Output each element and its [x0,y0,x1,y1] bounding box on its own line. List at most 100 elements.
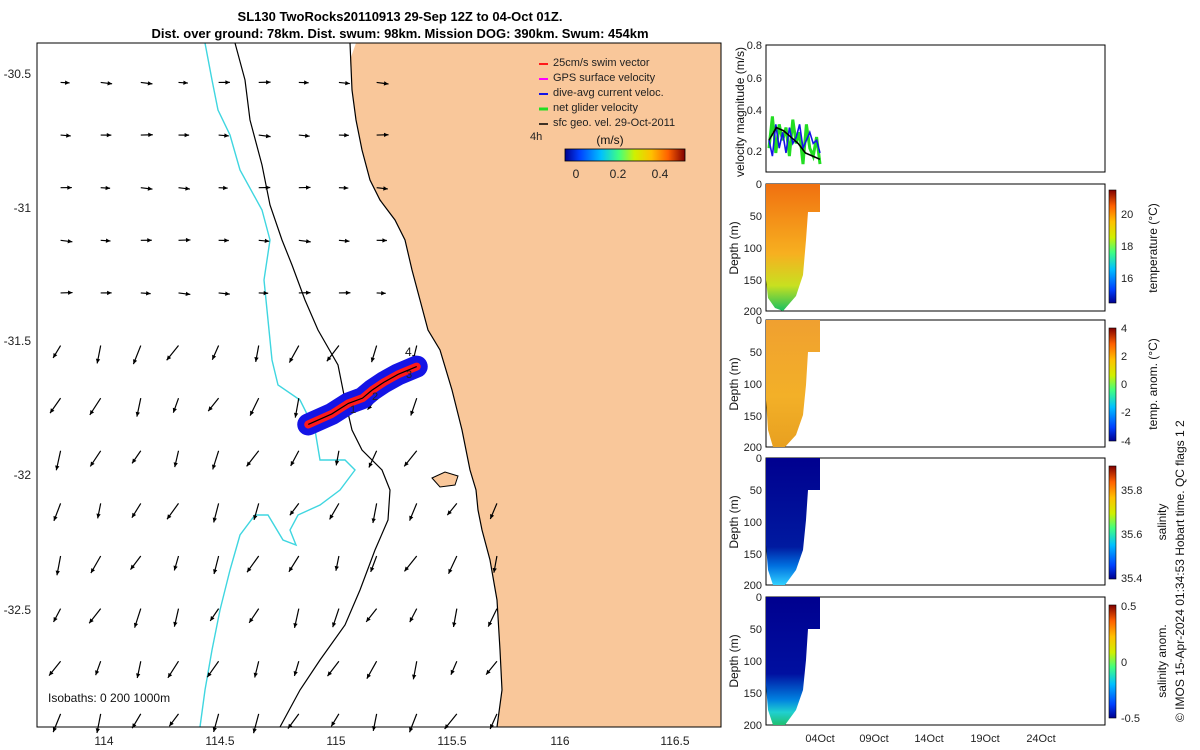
vector-arrow [370,555,378,573]
vector-arrow [218,291,230,296]
lon-tick-114.5: 114.5 [205,734,234,748]
salinity-anomaly-panel: 0 50 100 150 200 Depth (m) -0.5 0 0.5 sa… [727,592,1169,732]
lat-tick-31.5: -31.5 [4,334,32,348]
speed-colorbar-tick-0.4: 0.4 [652,167,669,181]
vector-arrow [131,503,142,519]
temp-anomaly-cb-label: temp. anom. (°C) [1146,338,1160,430]
vector-arrow [212,503,220,523]
salanom-depth-tick-150: 150 [744,688,762,700]
legend-label-dive-avg: dive-avg current veloc. [553,87,664,99]
vector-arrow [100,290,112,296]
net-track-line [307,366,417,426]
vector-arrow [492,555,498,573]
vector-arrow [218,185,228,191]
temperature-ylabel: Depth (m) [727,221,741,274]
day-label-4: 4 [405,345,412,359]
vector-arrow [298,239,311,244]
vector-arrow [489,713,498,730]
temperature-colorbar [1108,189,1117,304]
vel-tick-0.8: 0.8 [747,40,762,52]
vector-arrow [207,397,220,412]
velocity-series [767,116,822,165]
vector-arrow [89,397,102,416]
vector-arrow [100,185,111,191]
vector-arrow [288,555,300,573]
speed-colorbar-tick-0: 0 [573,167,580,181]
vector-arrow [211,345,220,360]
lat-tick-30.5: -30.5 [4,67,32,81]
vector-arrow [376,290,386,296]
vector-arrow [166,345,179,361]
sal-cb-tick-35.4: 35.4 [1121,573,1142,585]
lat-tick-31: -31 [14,201,32,215]
vel-tick-0.6: 0.6 [747,73,762,85]
salinity-anomaly-section-data [766,597,820,725]
vel-tick-0.2: 0.2 [747,146,762,158]
vector-arrow [130,555,142,570]
isobath-legend-text: Isobaths: 0 200 1000m [48,691,170,705]
vector-arrow [410,397,418,416]
temp-depth-tick-0: 0 [756,179,762,191]
salanom-cb-tick-0.5: 0.5 [1121,601,1136,613]
speed-colorbar: (m/s) 0 0.2 0.4 [564,133,686,181]
vector-arrow [258,185,271,190]
vector-arrow [368,450,378,468]
chart-title-line1: SL130 TwoRocks20110913 29-Sep 12Z to 04-… [237,9,563,24]
vector-arrow [366,660,378,679]
vector-arrow [52,713,62,733]
vector-arrow [327,660,340,677]
vector-arrow [95,713,102,734]
vector-arrow [60,185,72,190]
velocity-panel: 0.2 0.4 0.6 0.8 velocity magnitude (m/s) [733,40,1106,177]
vector-arrow [166,503,180,520]
vector-arrow [334,555,340,571]
anom-depth-tick-0: 0 [756,315,762,327]
time-tick-24oct: 24Oct [1026,733,1055,745]
vector-arrow [133,608,142,628]
vector-arrow [253,503,260,521]
anom-depth-tick-150: 150 [744,411,762,423]
vector-arrow [178,186,191,191]
legend-label-gps-velocity: GPS surface velocity [553,72,656,84]
day-label-3: 3 [406,369,412,381]
vector-arrow [60,133,71,138]
vector-arrow [338,290,351,295]
temp-anomaly-panel: 0 50 100 150 200 Depth (m) -4 -2 0 2 4 t… [727,315,1160,454]
section-panels: 0 50 100 150 200 Depth (m) 16 18 20 temp… [727,179,1169,745]
lon-tick-115: 115 [326,734,345,748]
anom-cb-tick-neg4: -4 [1121,436,1131,448]
sal-cb-tick-35.6: 35.6 [1121,529,1142,541]
vector-arrow [173,450,180,468]
temp-cb-tick-18: 18 [1121,241,1133,253]
vector-arrow [132,345,142,365]
isobath-0-coastline [349,43,503,727]
anom-cb-tick-4: 4 [1121,323,1127,335]
vector-arrow [173,555,180,571]
anom-depth-tick-50: 50 [750,347,762,359]
vector-arrow [131,450,142,464]
lon-tick-116: 116 [550,734,569,748]
vector-arrow [246,555,260,573]
vector-arrow [136,661,142,679]
legend-time-tag: 4h [530,131,542,143]
vector-arrow [209,608,220,622]
vector-arrow [95,345,102,364]
vector-arrow [140,132,153,138]
vector-arrow [254,345,260,362]
glider-track [297,355,428,436]
vector-arrow [212,713,220,733]
vector-arrow [403,450,418,467]
vector-arrow [487,608,498,627]
vector-arrow [52,345,62,359]
vel-tick-0.4: 0.4 [747,105,762,117]
vector-arrow [293,661,300,677]
salinity-anomaly-ylabel: Depth (m) [727,634,741,687]
vector-arrow [489,503,498,520]
vector-arrow [376,132,389,138]
lon-tick-114: 114 [94,734,113,748]
anom-depth-tick-200: 200 [744,442,762,454]
map-frame [36,42,722,728]
vector-arrow [60,290,73,295]
vector-arrow [290,450,300,467]
sal-cb-tick-35.8: 35.8 [1121,485,1142,497]
